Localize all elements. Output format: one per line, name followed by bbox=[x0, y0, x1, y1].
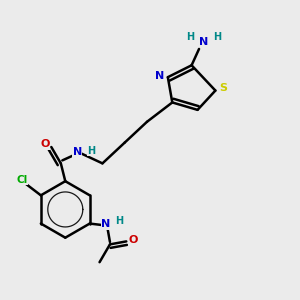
Text: H: H bbox=[213, 32, 221, 42]
Text: H: H bbox=[115, 217, 123, 226]
Text: N: N bbox=[199, 37, 208, 46]
Text: H: H bbox=[87, 146, 95, 156]
Text: O: O bbox=[40, 139, 50, 149]
Text: H: H bbox=[186, 32, 194, 42]
Text: N: N bbox=[155, 71, 164, 81]
Text: S: S bbox=[220, 83, 228, 93]
Text: Cl: Cl bbox=[16, 175, 28, 185]
Text: N: N bbox=[73, 147, 82, 158]
Text: O: O bbox=[128, 235, 137, 245]
Text: N: N bbox=[101, 219, 111, 229]
